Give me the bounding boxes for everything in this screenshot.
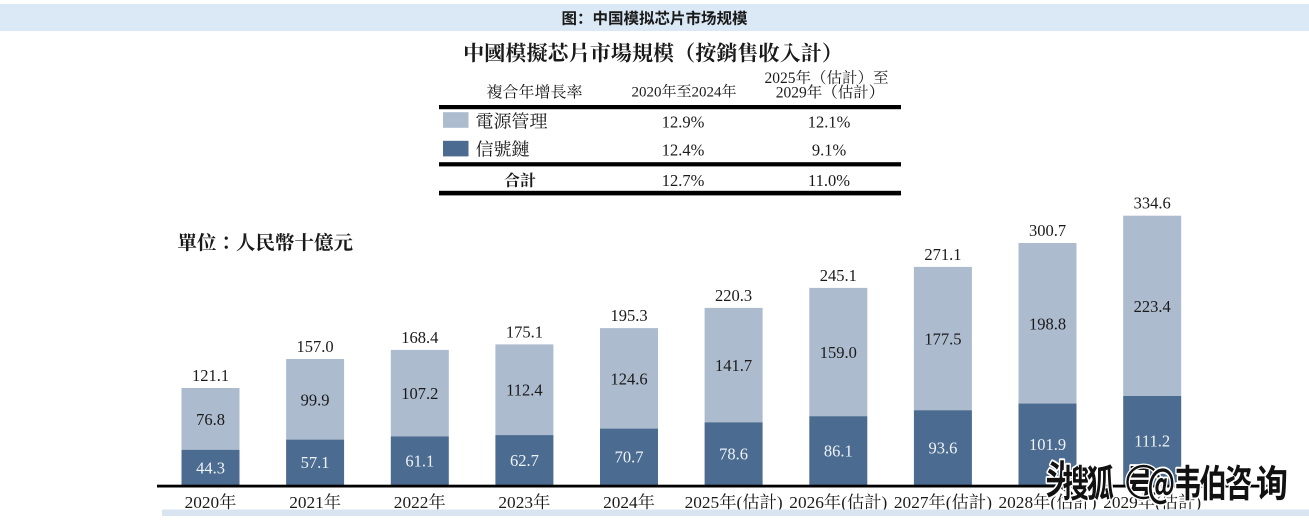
svg-text:220.3: 220.3 <box>715 286 752 305</box>
svg-text:2020: 2020 <box>632 85 662 101</box>
svg-text:124.6: 124.6 <box>610 369 647 388</box>
svg-text:57.1: 57.1 <box>301 453 330 472</box>
svg-text:107.2: 107.2 <box>401 384 438 403</box>
svg-text:): ) <box>882 493 888 512</box>
svg-text:12.1%: 12.1% <box>808 113 851 132</box>
svg-text:2028: 2028 <box>999 493 1034 512</box>
svg-text:62.7: 62.7 <box>510 451 539 470</box>
svg-text:): ) <box>1091 493 1097 512</box>
svg-text:86.1: 86.1 <box>824 442 853 461</box>
svg-text:11.0%: 11.0% <box>808 171 850 190</box>
svg-text:111.2: 111.2 <box>1134 431 1170 450</box>
svg-text:245.1: 245.1 <box>820 266 857 285</box>
svg-text:2024: 2024 <box>692 85 723 101</box>
svg-text:198.8: 198.8 <box>1029 314 1066 333</box>
svg-text:12.9%: 12.9% <box>662 113 705 132</box>
svg-text:2021: 2021 <box>289 493 324 512</box>
svg-text:): ) <box>777 493 783 512</box>
svg-text:141.7: 141.7 <box>715 356 752 375</box>
svg-text:78.6: 78.6 <box>719 445 748 464</box>
svg-text:2025: 2025 <box>765 70 796 87</box>
svg-text:334.6: 334.6 <box>1134 194 1171 213</box>
svg-text:101.9: 101.9 <box>1029 435 1066 454</box>
svg-text:2022: 2022 <box>394 493 429 512</box>
svg-text:2020: 2020 <box>185 493 220 512</box>
svg-text:(: ( <box>1050 493 1056 512</box>
svg-text:112.4: 112.4 <box>506 381 543 400</box>
svg-text:2024: 2024 <box>603 493 638 512</box>
svg-text:): ) <box>986 493 992 512</box>
svg-text:2026: 2026 <box>789 493 824 512</box>
svg-text:99.9: 99.9 <box>301 390 330 409</box>
svg-text:44.3: 44.3 <box>196 458 225 477</box>
svg-text:168.4: 168.4 <box>401 328 438 347</box>
svg-text:271.1: 271.1 <box>924 245 961 264</box>
svg-text:(: ( <box>841 493 847 512</box>
svg-text:177.5: 177.5 <box>924 330 961 349</box>
svg-text:(: ( <box>946 493 952 512</box>
svg-text:121.1: 121.1 <box>192 366 229 385</box>
svg-text:2025: 2025 <box>685 493 720 512</box>
svg-text:(: ( <box>737 493 743 512</box>
svg-text:300.7: 300.7 <box>1029 221 1066 240</box>
svg-text:159.0: 159.0 <box>820 343 857 362</box>
svg-text:2023: 2023 <box>498 493 533 512</box>
svg-text:2027: 2027 <box>894 493 929 512</box>
svg-text:70.7: 70.7 <box>615 448 644 467</box>
svg-text:12.4%: 12.4% <box>662 141 705 160</box>
svg-text:157.0: 157.0 <box>297 337 334 356</box>
svg-text:): ) <box>1195 493 1201 512</box>
svg-text:93.6: 93.6 <box>928 438 957 457</box>
svg-text:12.7%: 12.7% <box>662 171 705 190</box>
svg-text:195.3: 195.3 <box>610 306 647 325</box>
svg-text:2029: 2029 <box>776 85 807 102</box>
svg-text:223.4: 223.4 <box>1134 297 1171 316</box>
svg-text:175.1: 175.1 <box>506 322 543 341</box>
svg-text:9.1%: 9.1% <box>812 141 847 160</box>
svg-text:61.1: 61.1 <box>405 452 434 471</box>
svg-text:76.8: 76.8 <box>196 410 225 429</box>
